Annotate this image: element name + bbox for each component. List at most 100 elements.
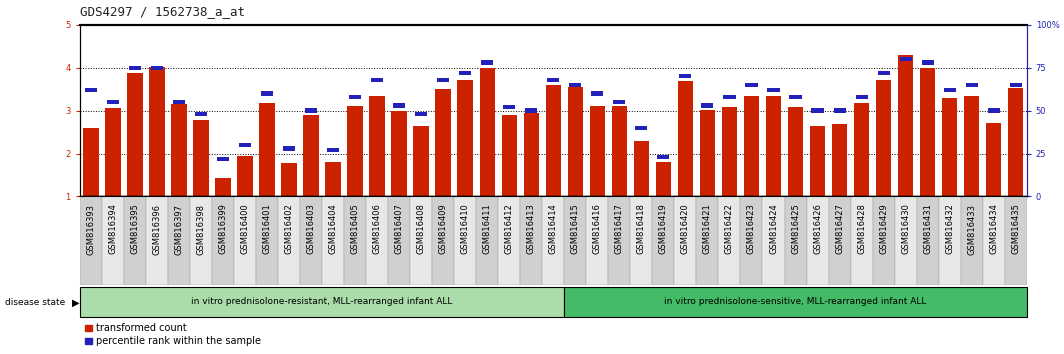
Bar [543, 196, 564, 285]
Text: GSM816414: GSM816414 [549, 204, 558, 254]
Bar [983, 196, 1004, 285]
Text: GSM816409: GSM816409 [438, 204, 448, 254]
Bar [392, 110, 406, 196]
Bar [546, 85, 561, 196]
Bar [414, 126, 429, 196]
Bar [609, 196, 630, 285]
Bar [812, 108, 824, 113]
Bar [850, 196, 872, 285]
Text: GSM816428: GSM816428 [858, 204, 866, 255]
Bar [128, 73, 143, 196]
Text: disease state: disease state [5, 298, 66, 307]
Legend: transformed count, percentile rank within the sample: transformed count, percentile rank withi… [85, 324, 262, 346]
Bar [149, 67, 165, 196]
Bar [612, 106, 627, 196]
Bar [349, 95, 361, 99]
Bar [630, 196, 652, 285]
Bar [480, 68, 495, 196]
Text: GSM816429: GSM816429 [879, 204, 888, 254]
Text: GSM816425: GSM816425 [791, 204, 800, 254]
Text: GSM816419: GSM816419 [659, 204, 668, 254]
Bar [746, 83, 758, 87]
Text: GSM816431: GSM816431 [924, 204, 932, 255]
Bar [564, 196, 586, 285]
Bar [942, 98, 958, 196]
Bar [1004, 196, 1027, 285]
Bar [721, 107, 737, 196]
Bar [652, 196, 675, 285]
Text: GSM816416: GSM816416 [593, 204, 602, 255]
Text: GSM816423: GSM816423 [747, 204, 757, 255]
Bar [718, 196, 741, 285]
Text: in vitro prednisolone-sensitive, MLL-rearranged infant ALL: in vitro prednisolone-sensitive, MLL-rea… [664, 297, 927, 306]
Bar [501, 115, 517, 196]
Bar [195, 112, 207, 116]
Text: GSM816417: GSM816417 [615, 204, 624, 255]
Bar [80, 196, 102, 285]
Bar [854, 103, 869, 196]
Bar [763, 196, 784, 285]
Bar [503, 105, 515, 109]
Bar [393, 103, 405, 108]
Bar [129, 65, 140, 70]
Bar [281, 164, 297, 196]
Bar [303, 115, 319, 196]
Text: in vitro prednisolone-resistant, MLL-rearranged infant ALL: in vitro prednisolone-resistant, MLL-rea… [192, 297, 453, 306]
Text: GSM816393: GSM816393 [86, 204, 96, 255]
Text: GSM816394: GSM816394 [109, 204, 117, 255]
Bar [481, 61, 494, 65]
Bar [987, 108, 1000, 113]
Bar [520, 196, 543, 285]
Text: GSM816395: GSM816395 [131, 204, 139, 255]
Bar [787, 107, 803, 196]
Text: GSM816399: GSM816399 [218, 204, 228, 255]
Bar [454, 196, 477, 285]
Bar [102, 196, 123, 285]
Text: GSM816407: GSM816407 [395, 204, 403, 255]
Bar [435, 89, 451, 196]
Bar [388, 196, 410, 285]
Text: GSM816427: GSM816427 [835, 204, 844, 255]
Bar [635, 126, 647, 130]
Bar [569, 83, 581, 87]
Bar [415, 112, 428, 116]
Text: GSM816415: GSM816415 [570, 204, 580, 254]
Text: GSM816408: GSM816408 [417, 204, 426, 255]
Bar [700, 110, 715, 196]
Bar [810, 126, 826, 196]
Bar [256, 196, 278, 285]
Bar [944, 88, 955, 92]
Bar [369, 96, 385, 196]
Bar [437, 78, 449, 82]
Bar [784, 196, 807, 285]
Text: GSM816406: GSM816406 [372, 204, 382, 255]
Bar [217, 156, 229, 161]
Bar [105, 108, 120, 196]
Text: GSM816426: GSM816426 [813, 204, 822, 255]
Text: GSM816404: GSM816404 [329, 204, 337, 254]
Bar [194, 120, 209, 196]
Bar [564, 287, 1027, 317]
Bar [613, 100, 626, 104]
Bar [766, 96, 781, 196]
Bar [872, 196, 895, 285]
Bar [1010, 83, 1021, 87]
Bar [898, 55, 913, 196]
Bar [679, 74, 692, 79]
Text: GSM816422: GSM816422 [725, 204, 734, 254]
Bar [592, 91, 603, 96]
Text: GSM816418: GSM816418 [637, 204, 646, 255]
Text: GSM816405: GSM816405 [350, 204, 360, 254]
Text: GSM816433: GSM816433 [967, 204, 976, 255]
Bar [212, 196, 234, 285]
Bar [634, 141, 649, 196]
Bar [744, 96, 760, 196]
Bar [498, 196, 520, 285]
Bar [589, 106, 605, 196]
Bar [477, 196, 498, 285]
Text: GSM816411: GSM816411 [483, 204, 492, 254]
Bar [215, 178, 231, 196]
Text: GSM816398: GSM816398 [197, 204, 205, 255]
Bar [322, 196, 344, 285]
Text: GSM816413: GSM816413 [527, 204, 536, 255]
